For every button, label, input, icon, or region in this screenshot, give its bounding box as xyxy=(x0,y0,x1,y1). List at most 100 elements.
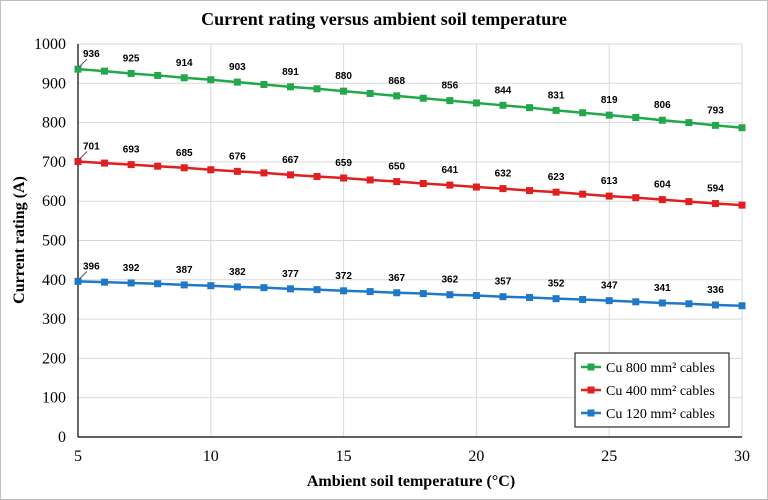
data-point xyxy=(286,83,294,91)
data-label: 347 xyxy=(601,281,618,292)
data-label: 650 xyxy=(388,162,405,173)
data-label: 352 xyxy=(548,279,565,290)
data-point xyxy=(127,69,135,77)
data-point xyxy=(526,293,534,301)
data-point xyxy=(658,196,666,204)
data-point xyxy=(260,284,268,292)
y-tick-label: 900 xyxy=(42,75,66,92)
series-line xyxy=(77,280,743,307)
data-point xyxy=(260,169,268,177)
data-point xyxy=(472,99,480,107)
data-point xyxy=(685,119,693,127)
data-label: 844 xyxy=(495,85,512,96)
chart-title: Current rating versus ambient soil tempe… xyxy=(201,9,567,29)
data-point xyxy=(605,111,613,119)
y-tick-label: 300 xyxy=(42,311,66,328)
data-label: 396 xyxy=(83,261,100,272)
data-label: 604 xyxy=(654,180,671,191)
data-point xyxy=(101,278,109,286)
data-label: 667 xyxy=(282,155,299,166)
legend-item: Cu 120 mm² cables xyxy=(581,407,715,422)
data-point xyxy=(711,200,719,208)
data-point xyxy=(499,101,507,109)
data-point xyxy=(552,106,560,114)
data-point xyxy=(632,298,640,306)
x-tick-label: 20 xyxy=(468,448,484,465)
series-line xyxy=(77,67,743,129)
data-point xyxy=(738,124,746,132)
data-label: 880 xyxy=(335,71,352,82)
data-point xyxy=(711,301,719,309)
y-tick-label: 800 xyxy=(42,115,66,132)
data-label-leader xyxy=(78,271,88,280)
legend: Cu 800 mm² cables Cu 400 mm² cables Cu 120… xyxy=(574,352,730,428)
data-label: 793 xyxy=(707,105,724,116)
series-1: 936 925 914 903 891 880 868 856 844 831 819 806 793 xyxy=(74,49,746,132)
data-point xyxy=(101,159,109,167)
data-point xyxy=(685,300,693,308)
data-point xyxy=(526,187,534,195)
data-point xyxy=(313,286,321,294)
data-point xyxy=(286,171,294,179)
data-label: 367 xyxy=(388,273,405,284)
data-point xyxy=(101,67,109,75)
data-point xyxy=(366,288,374,296)
data-point xyxy=(579,190,587,198)
data-point xyxy=(738,302,746,310)
y-axis-title: Current rating (A) xyxy=(11,176,28,304)
data-point xyxy=(180,164,188,172)
data-label: 676 xyxy=(229,151,246,162)
data-point xyxy=(393,92,401,100)
series-3: 396 392 387 382 377 372 367 362 357 352 347 341 336 xyxy=(74,261,746,310)
y-tick-label: 100 xyxy=(42,390,66,407)
data-point xyxy=(366,176,374,184)
legend-label: Cu 400 mm² cables xyxy=(606,384,715,399)
legend-item: Cu 800 mm² cables xyxy=(581,361,715,376)
data-point xyxy=(233,78,241,86)
data-label: 641 xyxy=(441,165,458,176)
legend-label: Cu 120 mm² cables xyxy=(606,407,715,422)
legend-marker xyxy=(587,409,595,417)
data-label: 659 xyxy=(335,158,352,169)
data-point xyxy=(366,90,374,98)
data-point xyxy=(207,76,215,84)
legend-marker xyxy=(587,363,595,371)
data-point xyxy=(260,80,268,88)
data-point xyxy=(393,178,401,186)
data-label: 377 xyxy=(282,269,299,280)
data-label: 685 xyxy=(176,148,193,159)
data-point xyxy=(180,281,188,289)
data-label: 831 xyxy=(548,90,565,101)
data-point xyxy=(605,297,613,305)
data-point xyxy=(313,172,321,180)
series-layer: 936 925 914 903 891 880 868 856 844 831 819 806 793 7… xyxy=(74,49,746,310)
data-label-leader xyxy=(78,151,88,160)
data-label: 925 xyxy=(123,53,140,64)
data-point xyxy=(419,94,427,102)
data-point xyxy=(552,295,560,303)
data-point xyxy=(127,279,135,287)
data-label: 856 xyxy=(441,81,458,92)
x-tick-label: 30 xyxy=(734,448,750,465)
data-point xyxy=(632,113,640,121)
data-point xyxy=(233,283,241,291)
data-label: 903 xyxy=(229,62,246,73)
axes: 0 100 200 300 400 500 600 700 800 900 1000 5 10 15 20 2… xyxy=(34,36,750,465)
y-tick-label: 500 xyxy=(42,233,66,250)
data-point xyxy=(446,181,454,189)
data-point xyxy=(154,280,162,288)
data-point xyxy=(74,158,82,166)
data-point xyxy=(472,292,480,300)
legend-marker xyxy=(587,386,595,394)
data-point xyxy=(446,97,454,105)
x-axis-title: Ambient soil temperature (°C) xyxy=(307,473,515,490)
data-point xyxy=(419,180,427,188)
data-point xyxy=(286,285,294,293)
data-point xyxy=(154,71,162,79)
data-label: 387 xyxy=(176,265,193,276)
x-tick-label: 25 xyxy=(601,448,617,465)
data-point xyxy=(552,188,560,196)
data-label: 701 xyxy=(83,142,100,153)
data-point xyxy=(313,85,321,93)
